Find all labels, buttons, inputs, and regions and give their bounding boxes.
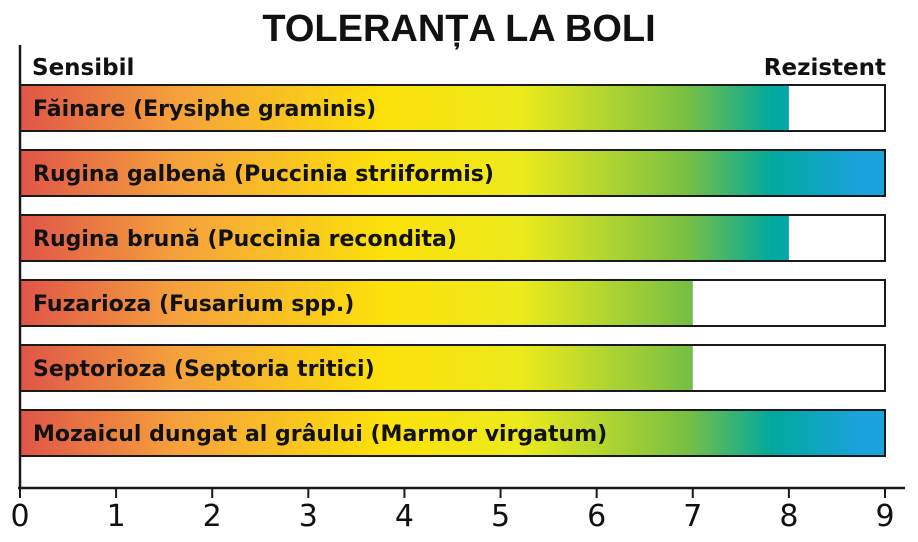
bar [20, 280, 693, 326]
bar-row: Făinare (Erysiphe graminis) [19, 84, 886, 132]
bar-row: Fuzarioza (Fusarium spp.) [19, 279, 886, 327]
x-tick-label: 3 [299, 499, 318, 534]
sensitive-label: Sensibil [32, 55, 135, 81]
bar [20, 150, 885, 196]
bar-label: Fuzarioza (Fusarium spp.) [33, 292, 354, 317]
x-tick-label: 6 [587, 499, 606, 534]
bar [20, 85, 789, 131]
bar [20, 215, 789, 261]
bar-label: Rugina galbenă (Puccinia striiformis) [33, 162, 494, 187]
bar [20, 410, 885, 456]
bar-row: Rugina brună (Puccinia recondita) [19, 214, 886, 262]
bar-label: Rugina brună (Puccinia recondita) [33, 227, 457, 252]
x-tick-label: 9 [875, 499, 894, 534]
x-tick-label: 7 [683, 499, 702, 534]
resistant-label: Rezistent [763, 55, 886, 81]
bar [20, 345, 693, 391]
bar-row: Rugina galbenă (Puccinia striiformis) [19, 149, 886, 197]
x-tick-label: 8 [779, 499, 798, 534]
bar-label: Făinare (Erysiphe graminis) [33, 97, 376, 122]
x-tick-label: 5 [491, 499, 510, 534]
x-tick-label: 0 [10, 499, 29, 534]
bar-label: Septorioza (Septoria tritici) [33, 357, 375, 382]
x-tick-label: 2 [203, 499, 222, 534]
bar-label: Mozaicul dungat al grâului (Marmor virga… [33, 422, 607, 447]
bar-row: Septorioza (Septoria tritici) [19, 344, 886, 392]
x-tick-label: 4 [395, 499, 414, 534]
bar-row: Mozaicul dungat al grâului (Marmor virga… [19, 409, 886, 457]
x-tick-label: 1 [107, 499, 126, 534]
chart-title: TOLERANȚA LA BOLI [262, 8, 656, 50]
